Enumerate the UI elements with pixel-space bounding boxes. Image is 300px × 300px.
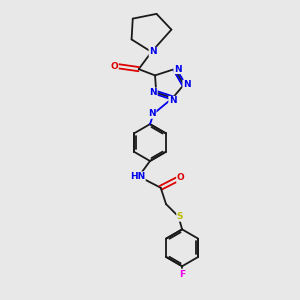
Text: N: N: [149, 88, 157, 97]
Text: S: S: [177, 212, 183, 221]
Text: O: O: [177, 173, 184, 182]
Text: F: F: [179, 270, 185, 279]
Text: N: N: [183, 80, 190, 89]
Text: N: N: [149, 47, 157, 56]
Text: O: O: [110, 62, 118, 71]
Text: N: N: [174, 64, 182, 74]
Text: N: N: [148, 109, 156, 118]
Text: HN: HN: [130, 172, 145, 181]
Text: N: N: [169, 97, 176, 106]
